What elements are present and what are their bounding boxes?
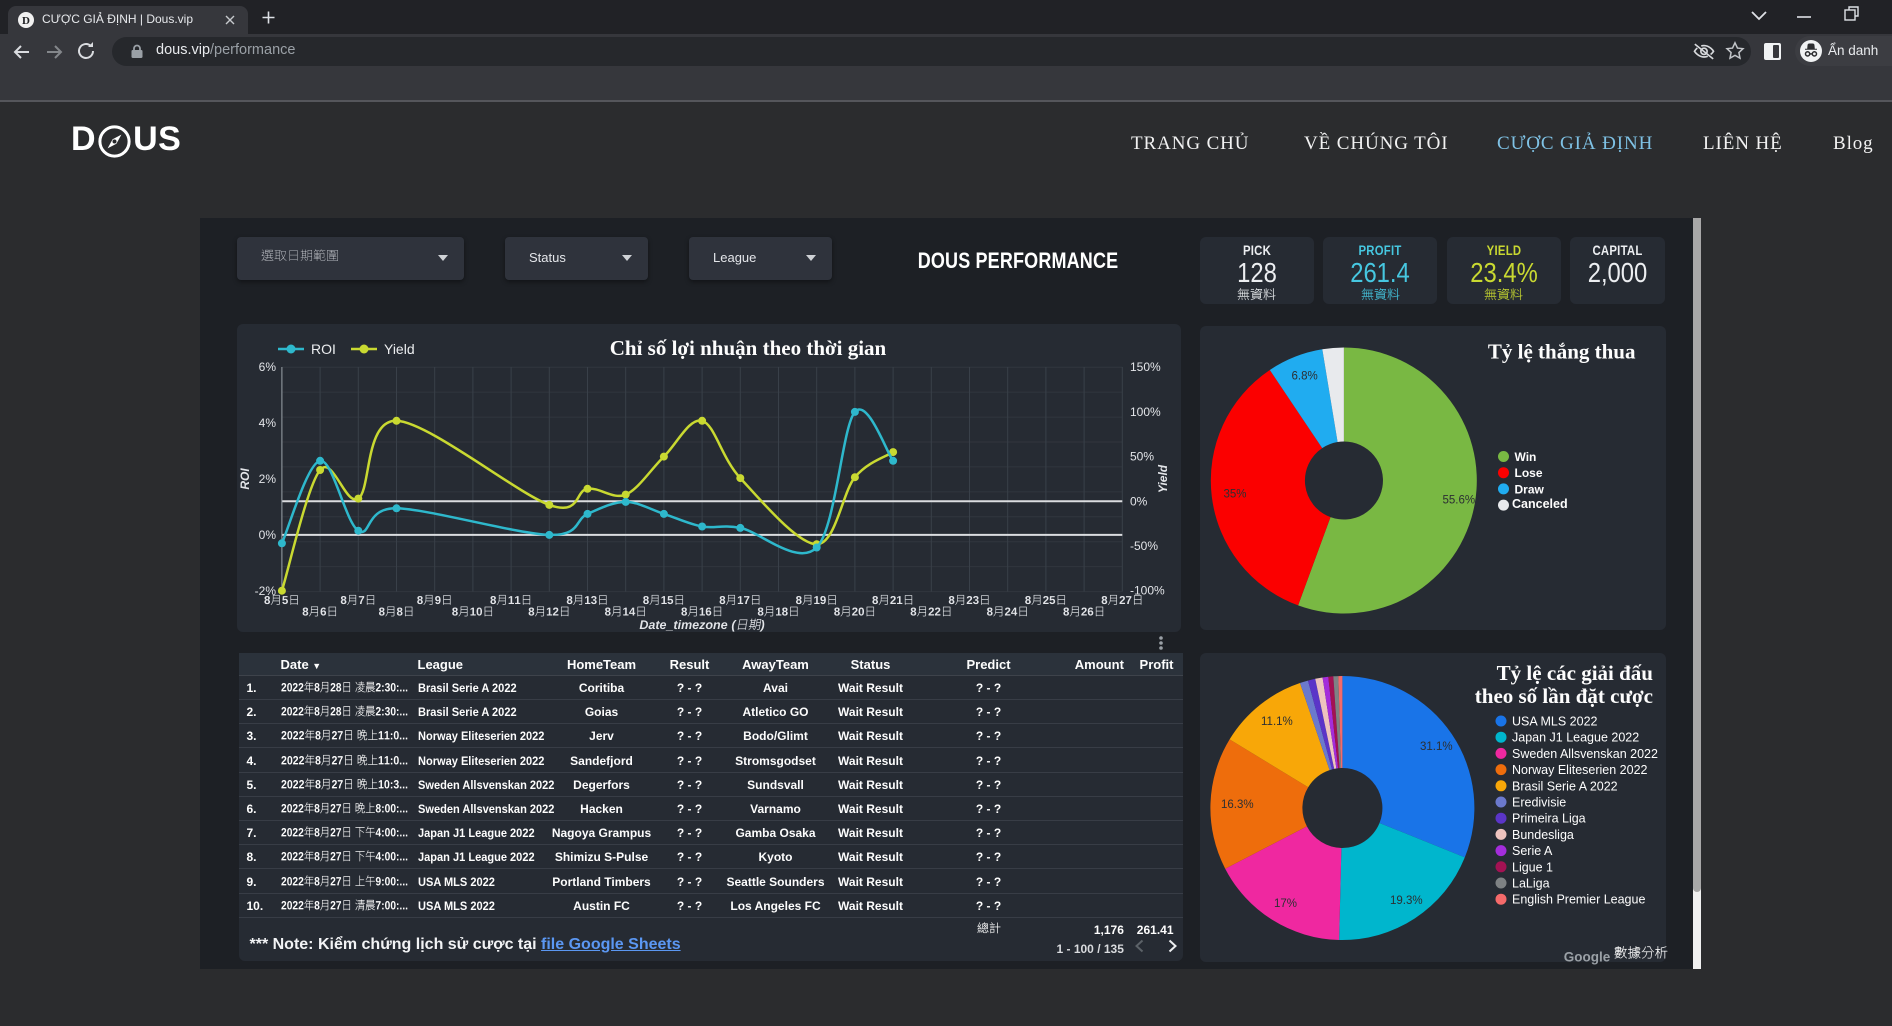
svg-text:0%: 0% [1130, 494, 1148, 508]
svg-text:0%: 0% [258, 528, 276, 542]
svg-text:4%: 4% [258, 416, 276, 430]
svg-text:11.1%: 11.1% [1261, 716, 1293, 728]
svg-text:Japan J1 League 2022: Japan J1 League 2022 [1512, 731, 1639, 745]
svg-text:Norway Eliteserien 2022: Norway Eliteserien 2022 [1512, 763, 1648, 777]
svg-text:17%: 17% [1274, 898, 1297, 910]
svg-text:50%: 50% [1130, 450, 1154, 464]
svg-text:100%: 100% [1130, 405, 1161, 419]
svg-text:-50%: -50% [1130, 539, 1158, 553]
svg-text:Canceled: Canceled [1512, 497, 1568, 511]
svg-text:Draw: Draw [1514, 482, 1544, 496]
svg-text:ROI: ROI [311, 341, 336, 357]
svg-text:Eredivisie: Eredivisie [1512, 796, 1566, 810]
svg-text:Primeira Liga: Primeira Liga [1512, 812, 1586, 826]
svg-text:-2%: -2% [254, 584, 276, 598]
svg-text:Brasil Serie A 2022: Brasil Serie A 2022 [1512, 779, 1618, 793]
svg-text:Ligue 1: Ligue 1 [1512, 860, 1553, 874]
svg-text:6%: 6% [258, 360, 276, 374]
svg-text:55.6%: 55.6% [1442, 495, 1475, 507]
svg-text:6.8%: 6.8% [1291, 371, 1317, 383]
svg-text:D: D [22, 15, 30, 27]
svg-text:19.3%: 19.3% [1390, 895, 1423, 907]
svg-text:16.3%: 16.3% [1221, 799, 1254, 811]
svg-text:theo số lần đặt cược: theo số lần đặt cược [1474, 684, 1652, 708]
svg-text:Bundesliga: Bundesliga [1512, 828, 1574, 842]
svg-text:35%: 35% [1223, 489, 1246, 501]
svg-text:Chỉ số lợi nhuận theo thời gia: Chỉ số lợi nhuận theo thời gian [609, 336, 886, 360]
svg-text:Tỷ lệ thắng thua: Tỷ lệ thắng thua [1487, 340, 1635, 364]
svg-text:150%: 150% [1130, 360, 1161, 374]
svg-text:-100%: -100% [1130, 584, 1165, 598]
svg-text:31.1%: 31.1% [1420, 741, 1453, 753]
svg-text:USA MLS 2022: USA MLS 2022 [1512, 715, 1598, 729]
svg-text:Yield: Yield [1156, 464, 1170, 493]
svg-text:LaLiga: LaLiga [1512, 877, 1550, 891]
svg-text:Win: Win [1514, 450, 1536, 464]
svg-text:Sweden Allsvenskan 2022: Sweden Allsvenskan 2022 [1512, 747, 1658, 761]
svg-text:ROI: ROI [238, 468, 252, 490]
svg-text:Tỷ lệ các giải đấu: Tỷ lệ các giải đấu [1496, 661, 1653, 685]
svg-text:Lose: Lose [1514, 466, 1542, 480]
svg-text:Serie A: Serie A [1512, 844, 1553, 858]
svg-text:Yield: Yield [384, 341, 415, 357]
svg-text:English Premier League: English Premier League [1512, 893, 1645, 907]
svg-text:2%: 2% [258, 472, 276, 486]
